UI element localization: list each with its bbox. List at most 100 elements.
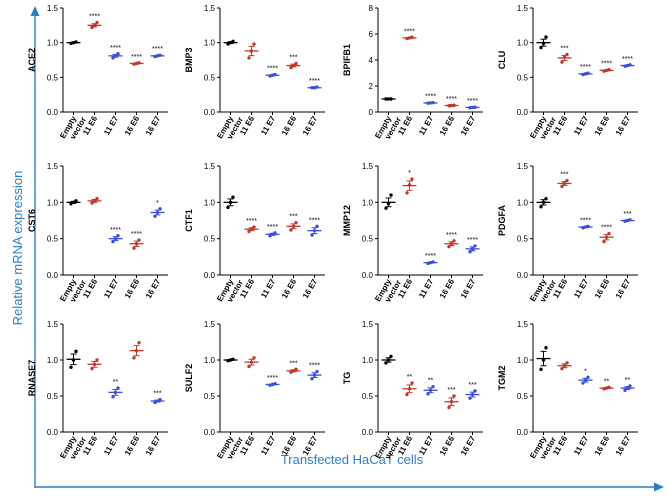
data-point	[447, 104, 451, 108]
gene-label: CTF1	[184, 209, 194, 232]
data-point	[249, 227, 254, 231]
significance-label: ****	[309, 363, 320, 370]
figure-axes: Relative mRNA expression Transfected HaC…	[10, 6, 664, 492]
data-point	[449, 400, 454, 404]
y-tick-label: 0.0	[362, 428, 374, 437]
data-point	[384, 97, 388, 101]
y-tick-label: 0.5	[517, 73, 529, 82]
data-point	[310, 233, 314, 237]
data-point	[449, 103, 454, 108]
x-tick-label: 16 E6	[438, 434, 457, 457]
data-point	[252, 42, 256, 46]
significance-label: *	[156, 200, 159, 207]
data-point	[565, 178, 569, 183]
y-tick-label: 6	[369, 30, 374, 39]
y-tick-label: 1.0	[517, 356, 529, 365]
x-tick-label: 16 E6	[123, 434, 142, 457]
data-point	[312, 228, 317, 233]
gene-label: BPIFB1	[342, 44, 352, 76]
x-tick-label: 16 E7	[301, 114, 320, 137]
data-point	[312, 373, 317, 377]
y-tick-label: 1.5	[204, 162, 216, 171]
data-point	[252, 356, 256, 360]
data-point	[386, 202, 391, 206]
data-point	[586, 224, 590, 229]
data-point	[249, 360, 254, 364]
data-point	[71, 358, 76, 362]
x-tick-label: 16 E7	[459, 114, 478, 137]
data-point	[470, 247, 475, 251]
data-point	[90, 366, 94, 371]
significance-label: ***	[447, 387, 455, 394]
y-tick-label: 0.0	[204, 108, 216, 117]
data-point	[74, 40, 78, 44]
x-tick-label: 16 E7	[301, 277, 320, 300]
data-point	[228, 200, 233, 205]
significance-label: ***	[560, 172, 568, 179]
significance-label: ****	[467, 237, 478, 244]
data-point	[604, 235, 609, 239]
y-tick-label: 1.5	[47, 162, 59, 171]
x-tick-label: 16 E7	[459, 434, 478, 457]
data-point	[431, 384, 435, 389]
x-tick-label: 16 E6	[280, 277, 299, 300]
data-point	[116, 234, 120, 238]
y-tick-label: 1.5	[362, 320, 374, 329]
data-point	[625, 386, 630, 390]
y-axis-title: Relative mRNA expression	[10, 171, 25, 326]
gene-label: PDGFA	[497, 205, 507, 237]
x-tick-label: 16 E7	[144, 277, 163, 300]
gene-label: MMP12	[342, 205, 352, 236]
x-tick-label: 16 E6	[593, 434, 612, 457]
y-tick-label: 1.5	[517, 320, 529, 329]
y-tick-label: 1.0	[47, 39, 59, 48]
significance-label: **	[428, 378, 434, 385]
x-tick-label: 11 E7	[572, 277, 590, 300]
x-tick-label: 11 E7	[259, 434, 277, 457]
data-point	[607, 231, 611, 236]
y-tick-label: 0.0	[517, 271, 529, 280]
data-point	[410, 177, 414, 181]
data-point	[247, 364, 251, 369]
x-axis-arrow-head	[654, 482, 664, 492]
y-tick-label: 0.0	[204, 271, 216, 280]
x-tick-label: 16 E6	[593, 277, 612, 300]
y-tick-label: 0.5	[204, 392, 216, 401]
x-tick-label: 16 E7	[144, 114, 163, 137]
data-point	[247, 229, 251, 234]
gene-label: RNASE7	[27, 360, 37, 397]
data-point	[247, 56, 251, 60]
x-tick-label: 16 E7	[459, 277, 478, 300]
data-point	[74, 199, 78, 203]
data-point	[226, 205, 230, 210]
data-point	[273, 72, 277, 77]
y-tick-label: 0	[369, 108, 374, 117]
data-point	[92, 362, 97, 367]
y-tick-label: 1.0	[47, 198, 59, 207]
data-point	[541, 358, 546, 362]
data-point	[389, 193, 393, 197]
data-point	[249, 49, 254, 53]
data-point	[447, 405, 451, 410]
data-point	[473, 105, 477, 109]
data-point	[294, 367, 298, 372]
significance-label: ****	[580, 217, 591, 224]
data-point	[405, 191, 409, 195]
data-point	[90, 201, 94, 205]
data-point	[410, 381, 414, 385]
data-point	[95, 358, 99, 362]
data-point	[111, 395, 115, 399]
data-point	[544, 346, 548, 350]
data-point	[92, 23, 97, 28]
y-tick-label: 0.0	[47, 271, 59, 280]
significance-label: ***	[560, 45, 568, 52]
gene-label: CLU	[497, 51, 507, 70]
data-point	[69, 365, 73, 369]
x-tick-label: 11 E7	[572, 434, 590, 457]
data-point	[137, 61, 141, 65]
gene-label: TG	[342, 372, 352, 385]
significance-label: ***	[623, 211, 631, 218]
